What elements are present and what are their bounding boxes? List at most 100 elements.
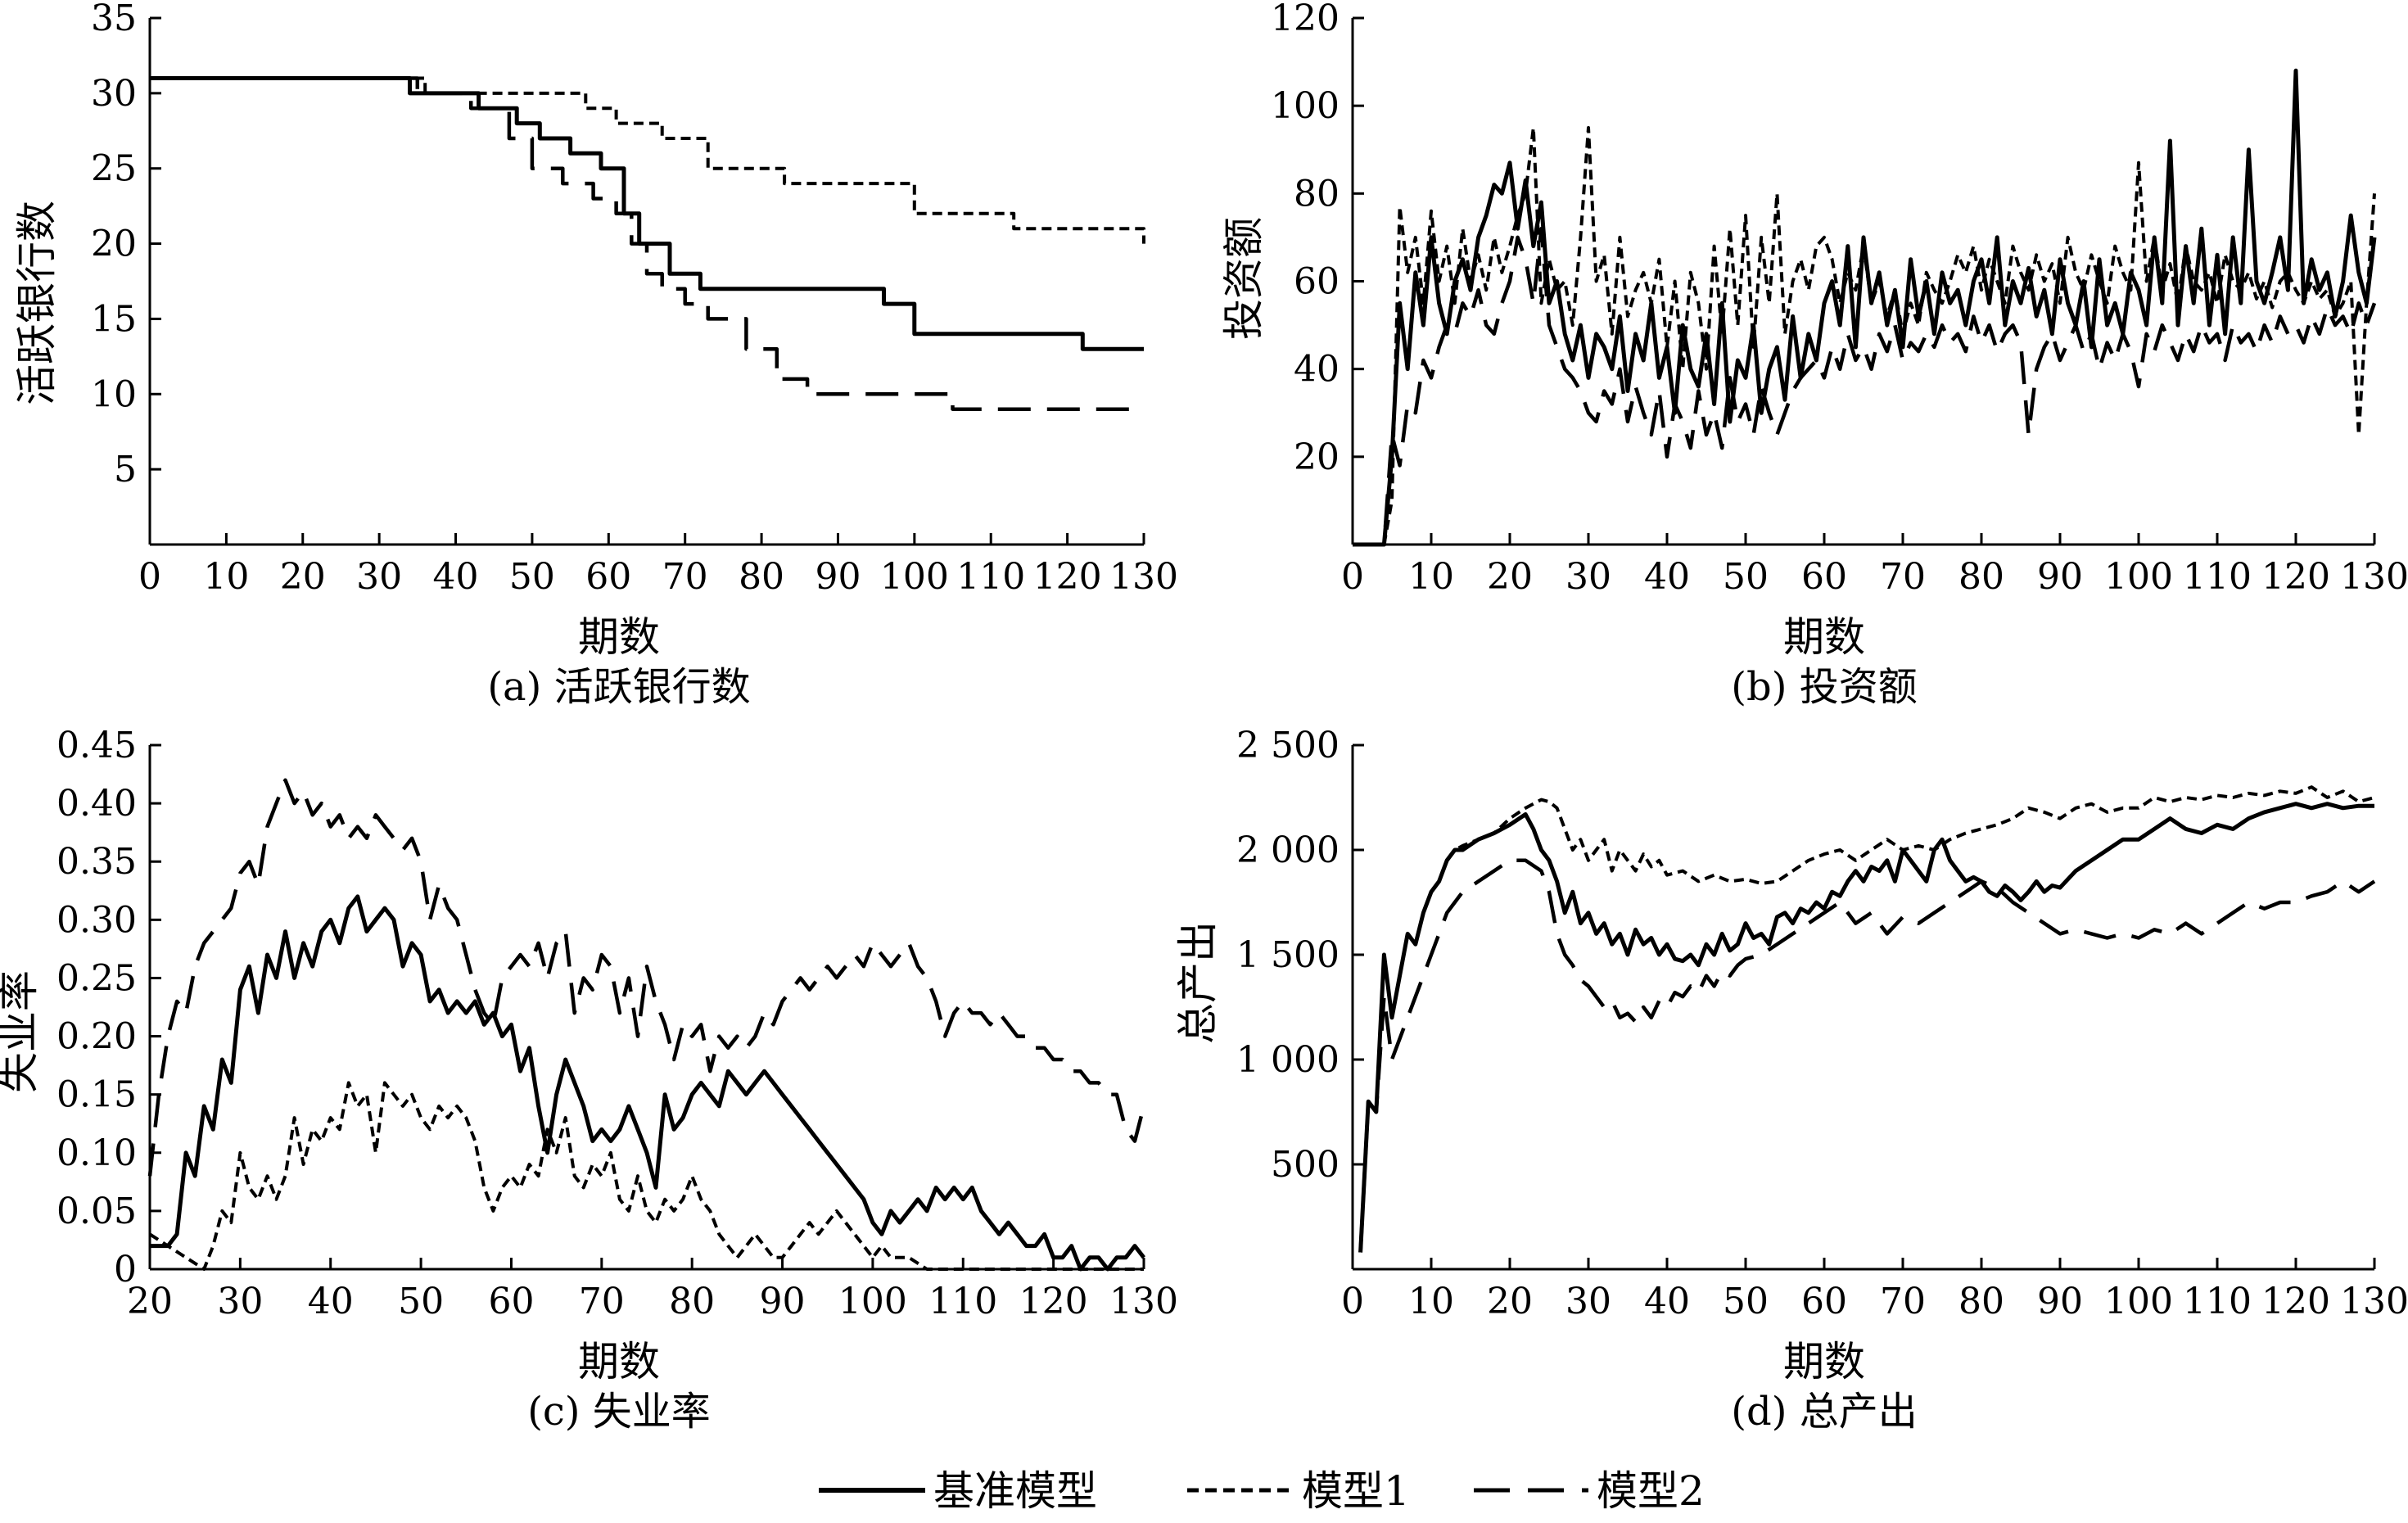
panel-unemployment: 20 30 40 50 60 70 80 90 100 110 120 130 0 0.05 0.10 0.1… <box>0 725 1178 1435</box>
x-tick-label: 40 <box>1644 1281 1690 1322</box>
x-axis-title-active-banks: 期数 <box>578 613 660 661</box>
x-tick-label: 30 <box>356 556 402 598</box>
x-tick-label: 90 <box>815 556 861 598</box>
x-tick-label: 80 <box>739 556 784 598</box>
x-tick-label: 130 <box>1109 1281 1178 1322</box>
x-tick-label: 0 <box>138 556 161 598</box>
axes-active-banks <box>148 18 1144 546</box>
x-axis-title-investment: 期数 <box>1783 613 1865 661</box>
y-tick-label: 60 <box>1294 261 1340 303</box>
x-tick-label: 120 <box>2261 556 2330 598</box>
x-tick-label: 30 <box>217 1281 263 1322</box>
x-tick-label: 10 <box>1408 1281 1454 1322</box>
y-tick-label: 20 <box>1294 436 1340 478</box>
y-tick-label: 30 <box>91 73 137 115</box>
legend: 基准模型 模型1 模型2 <box>819 1467 1705 1515</box>
x-tick-label: 90 <box>760 1281 806 1322</box>
y-tick-label: 20 <box>91 224 137 265</box>
axes-total-output <box>1351 745 2374 1271</box>
axes-unemployment <box>148 745 1144 1271</box>
x-tick-label: 60 <box>488 1281 534 1322</box>
x-tick-label: 40 <box>308 1281 354 1322</box>
x-tick-label: 70 <box>1880 556 1926 598</box>
x-tick-label: 20 <box>127 1281 173 1322</box>
x-tick-label: 50 <box>1723 1281 1769 1322</box>
y-tick-label: 0.10 <box>56 1132 137 1174</box>
y-axis-title-investment: 投资额 <box>1220 217 1267 340</box>
x-tick-label: 100 <box>2104 556 2173 598</box>
legend-label-baseline: 基准模型 <box>933 1467 1097 1515</box>
caption-active-banks: (a) 活跃银行数 <box>487 664 750 710</box>
series-line-investment-dashed <box>1353 226 2377 547</box>
x-tick-label: 50 <box>509 556 555 598</box>
y-tick-label: 0.45 <box>56 725 137 766</box>
x-tick-label: 70 <box>662 556 708 598</box>
y-tick-label: 5 <box>114 449 137 490</box>
series-line-investment-solid <box>1353 68 2377 547</box>
x-tick-label: 70 <box>579 1281 625 1322</box>
ticks-active-banks: 0 10 20 30 40 50 60 70 80 90 100 110 120 130 5 10 15 20 25… <box>91 0 1178 598</box>
panel-investment: 0 10 20 30 40 50 60 70 80 90 100 110 120 130204060801… <box>1220 0 2408 710</box>
series-line-total-output-dotted <box>1358 785 2375 1253</box>
x-tick-label: 130 <box>2340 1281 2408 1322</box>
y-tick-label: 2 500 <box>1236 725 1340 766</box>
series-line-active-banks-dotted <box>150 76 1145 244</box>
y-tick-label: 0.20 <box>56 1016 137 1058</box>
x-tick-label: 130 <box>1109 556 1178 598</box>
y-tick-label: 10 <box>91 373 137 415</box>
series-unemployment <box>147 778 1146 1272</box>
series-active-banks <box>150 76 1145 411</box>
x-tick-label: 80 <box>669 1281 715 1322</box>
y-tick-label: 40 <box>1294 349 1340 391</box>
x-tick-label: 100 <box>2104 1281 2173 1322</box>
series-line-total-output-solid <box>1358 802 2374 1253</box>
x-tick-label: 120 <box>1019 1281 1088 1322</box>
y-tick-label: 1 000 <box>1236 1039 1340 1081</box>
x-tick-label: 90 <box>2037 1281 2083 1322</box>
y-tick-label: 500 <box>1271 1144 1340 1186</box>
x-tick-label: 50 <box>1723 556 1769 598</box>
x-tick-label: 120 <box>1033 556 1102 598</box>
caption-unemployment: (c) 失业率 <box>527 1389 711 1435</box>
x-tick-label: 80 <box>1958 556 2004 598</box>
y-tick-label: 0.35 <box>56 841 137 883</box>
caption-investment: (b) 投资额 <box>1731 664 1917 710</box>
y-axis-title-total-output: 总产出 <box>1174 921 1222 1044</box>
x-tick-label: 100 <box>838 1281 907 1322</box>
y-tick-label: 15 <box>91 298 137 340</box>
x-tick-label: 10 <box>1408 556 1454 598</box>
x-tick-label: 130 <box>2340 556 2408 598</box>
y-tick-label: 0.25 <box>56 957 137 999</box>
y-tick-label: 0.15 <box>56 1074 137 1116</box>
x-tick-label: 20 <box>1487 1281 1533 1322</box>
x-tick-label: 60 <box>585 556 631 598</box>
series-line-active-banks-dashed <box>150 76 1144 411</box>
y-tick-label: 2 000 <box>1236 829 1340 871</box>
ticks-investment: 0 10 20 30 40 50 60 70 80 90 100 110 120 130204060801… <box>1271 0 2408 598</box>
legend-label-model1: 模型1 <box>1302 1467 1410 1515</box>
legend-label-model2: 模型2 <box>1597 1467 1705 1515</box>
y-tick-label: 80 <box>1294 173 1340 215</box>
x-tick-label: 0 <box>1341 556 1364 598</box>
y-tick-label: 0.40 <box>56 783 137 825</box>
series-line-investment-dotted <box>1353 126 2376 546</box>
x-tick-label: 70 <box>1880 1281 1926 1322</box>
panel-active-banks: 0 10 20 30 40 50 60 70 80 90 100 110 120 130 5 10 15 20 25… <box>13 0 1178 710</box>
x-tick-label: 60 <box>1801 1281 1847 1322</box>
x-tick-label: 60 <box>1801 556 1847 598</box>
x-tick-label: 0 <box>1341 1281 1364 1322</box>
x-tick-label: 40 <box>433 556 479 598</box>
y-tick-label: 100 <box>1271 85 1340 127</box>
ticks-unemployment: 20 30 40 50 60 70 80 90 100 110 120 130 0 0.05 0.10 0.1… <box>56 725 1178 1322</box>
x-tick-label: 20 <box>1487 556 1533 598</box>
series-line-unemployment-dashed <box>147 778 1146 1177</box>
y-tick-label: 25 <box>91 148 137 190</box>
x-tick-label: 120 <box>2261 1281 2330 1322</box>
x-tick-label: 20 <box>280 556 326 598</box>
series-line-total-output-dashed <box>1358 858 2376 1253</box>
caption-total-output: (d) 总产出 <box>1731 1389 1917 1435</box>
series-line-unemployment-solid <box>150 894 1145 1272</box>
x-tick-label: 10 <box>203 556 249 598</box>
x-tick-label: 110 <box>2183 1281 2252 1322</box>
